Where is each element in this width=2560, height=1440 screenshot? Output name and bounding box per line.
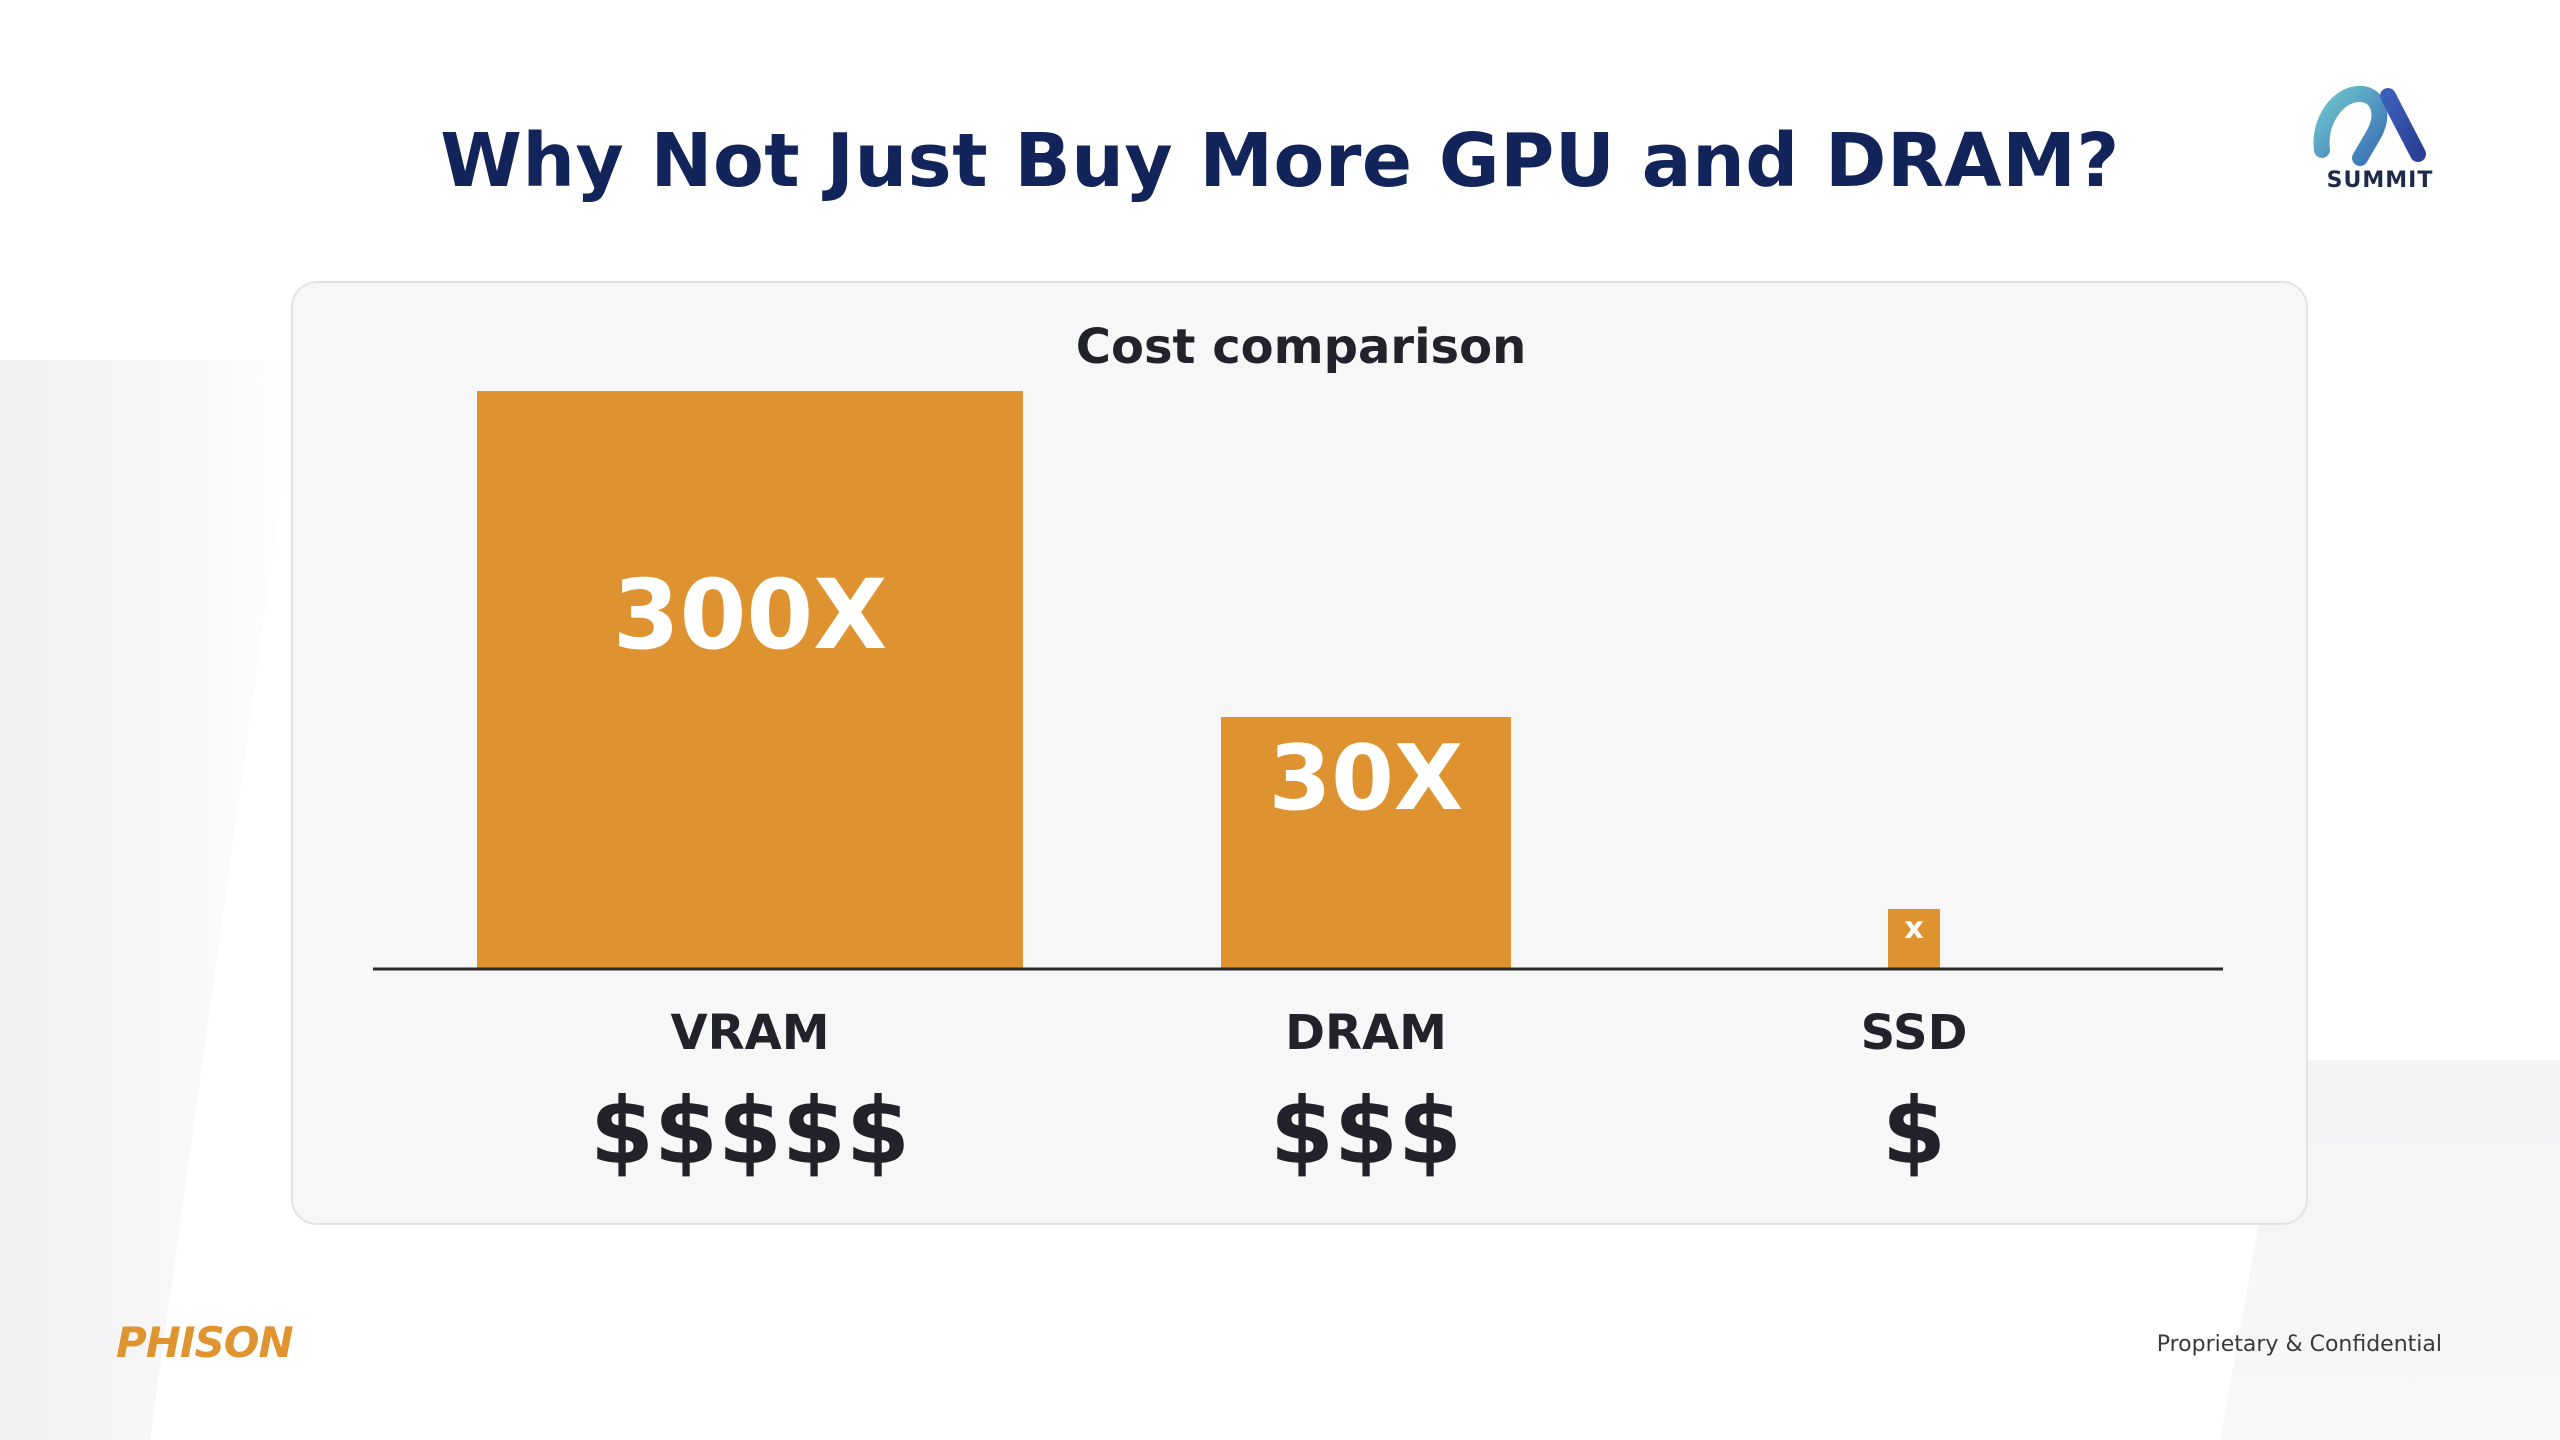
summit-logo-text: SUMMIT — [2326, 168, 2434, 193]
cost-label-dram: $$$ — [1270, 1078, 1462, 1185]
chart-panel: Cost comparison 300X 30X x VRAM $$$$$ DRAM $$… — [291, 281, 2308, 1225]
background-shape-left — [0, 360, 300, 1440]
footer-note: Proprietary & Confidential — [2156, 1332, 2442, 1357]
category-label-dram: DRAM — [1285, 1005, 1447, 1061]
bar-ssd — [1888, 909, 1940, 969]
chart-title: Cost comparison — [1076, 319, 1526, 375]
bar-dram — [1221, 717, 1511, 969]
summit-logo-icon — [2313, 86, 2426, 166]
bar-value-label-ssd: x — [1904, 911, 1923, 946]
bar-vram — [477, 391, 1023, 969]
cost-label-ssd: $ — [1882, 1078, 1946, 1185]
slide-title: Why Not Just Buy More GPU and DRAM? — [440, 118, 2120, 204]
category-label-vram: VRAM — [670, 1005, 829, 1061]
phison-brand: PHISON — [116, 1318, 294, 1367]
cost-label-vram: $$$$$ — [590, 1078, 910, 1185]
bar-value-label-vram: 300X — [613, 559, 887, 671]
bar-value-label-dram: 30X — [1269, 726, 1464, 831]
category-label-ssd: SSD — [1861, 1005, 1968, 1061]
